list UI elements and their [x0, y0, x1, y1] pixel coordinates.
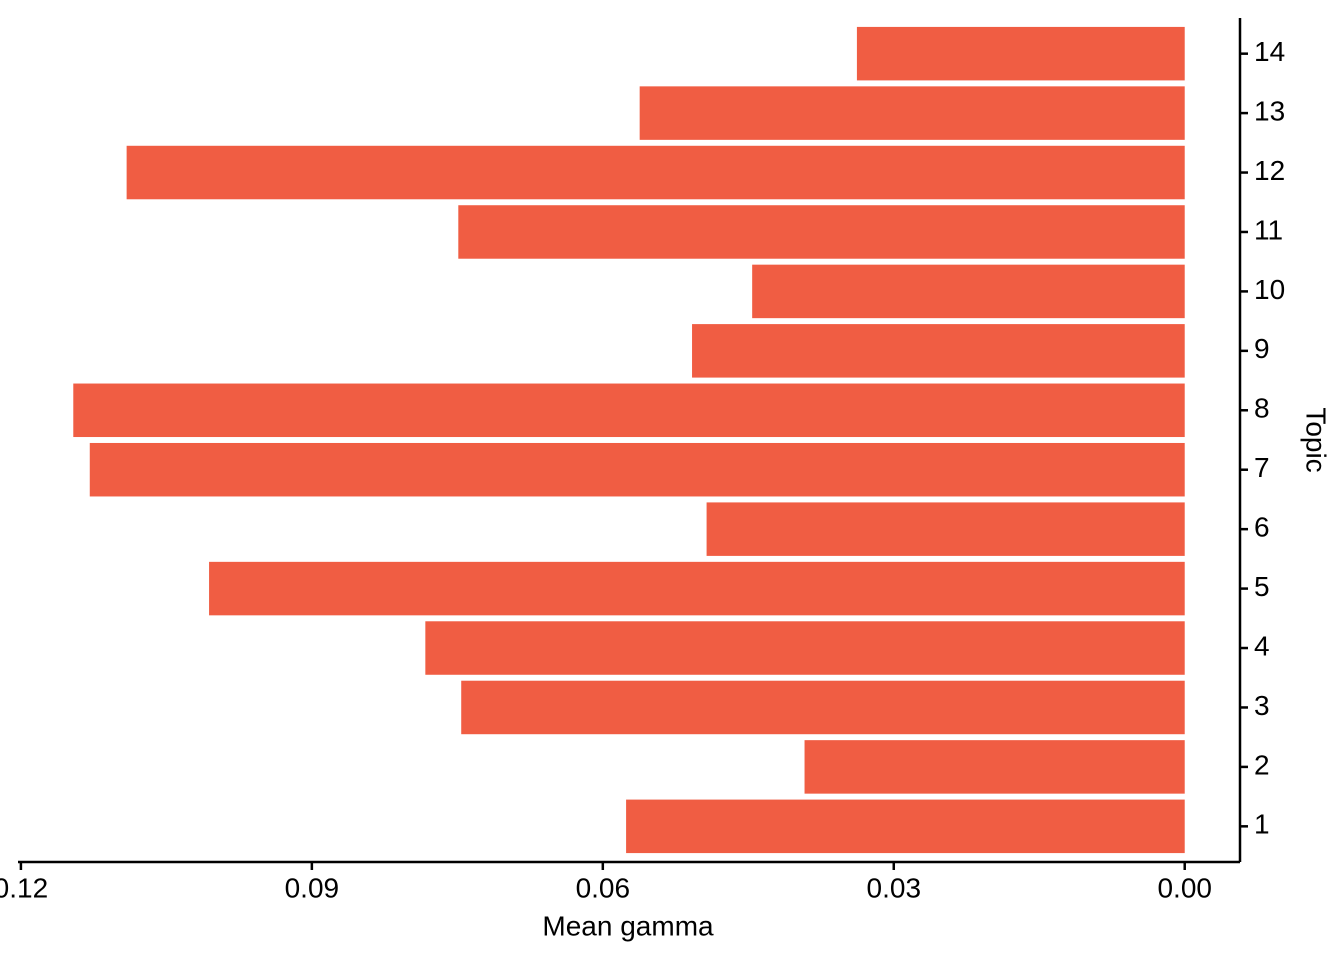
y-tick-label: 5 — [1254, 571, 1270, 602]
y-tick-label: 9 — [1254, 333, 1270, 364]
y-tick-label: 12 — [1254, 155, 1285, 186]
x-tick-label: 0.12 — [0, 872, 48, 903]
y-tick-label: 3 — [1254, 690, 1270, 721]
x-tick-label: 0.03 — [867, 872, 922, 903]
y-axis-label: Topic — [1301, 407, 1332, 472]
bar — [706, 502, 1185, 556]
bar — [458, 205, 1185, 259]
bar — [639, 86, 1185, 140]
y-tick-label: 11 — [1254, 214, 1283, 245]
bar — [425, 621, 1185, 675]
bar — [752, 264, 1185, 319]
bar — [692, 324, 1185, 378]
y-tick-label: 8 — [1254, 393, 1270, 424]
x-tick-label: 0.00 — [1157, 872, 1212, 903]
y-tick-label: 4 — [1254, 630, 1270, 661]
x-tick-label: 0.09 — [285, 872, 340, 903]
y-tick-label: 13 — [1254, 95, 1285, 126]
x-axis-label: Mean gamma — [542, 910, 714, 941]
bar — [126, 145, 1185, 200]
y-tick-label: 1 — [1254, 809, 1270, 840]
bar — [856, 26, 1185, 81]
y-tick-label: 2 — [1254, 749, 1270, 780]
y-tick-label: 14 — [1254, 36, 1285, 67]
bar — [626, 799, 1185, 854]
bar — [461, 680, 1185, 735]
y-tick-label: 6 — [1254, 512, 1270, 543]
bar — [73, 383, 1185, 438]
y-tick-label: 7 — [1254, 452, 1270, 483]
bar — [804, 740, 1185, 794]
bar — [209, 561, 1185, 616]
bar — [89, 442, 1185, 497]
y-tick-label: 10 — [1254, 274, 1285, 305]
x-tick-label: 0.06 — [576, 872, 631, 903]
